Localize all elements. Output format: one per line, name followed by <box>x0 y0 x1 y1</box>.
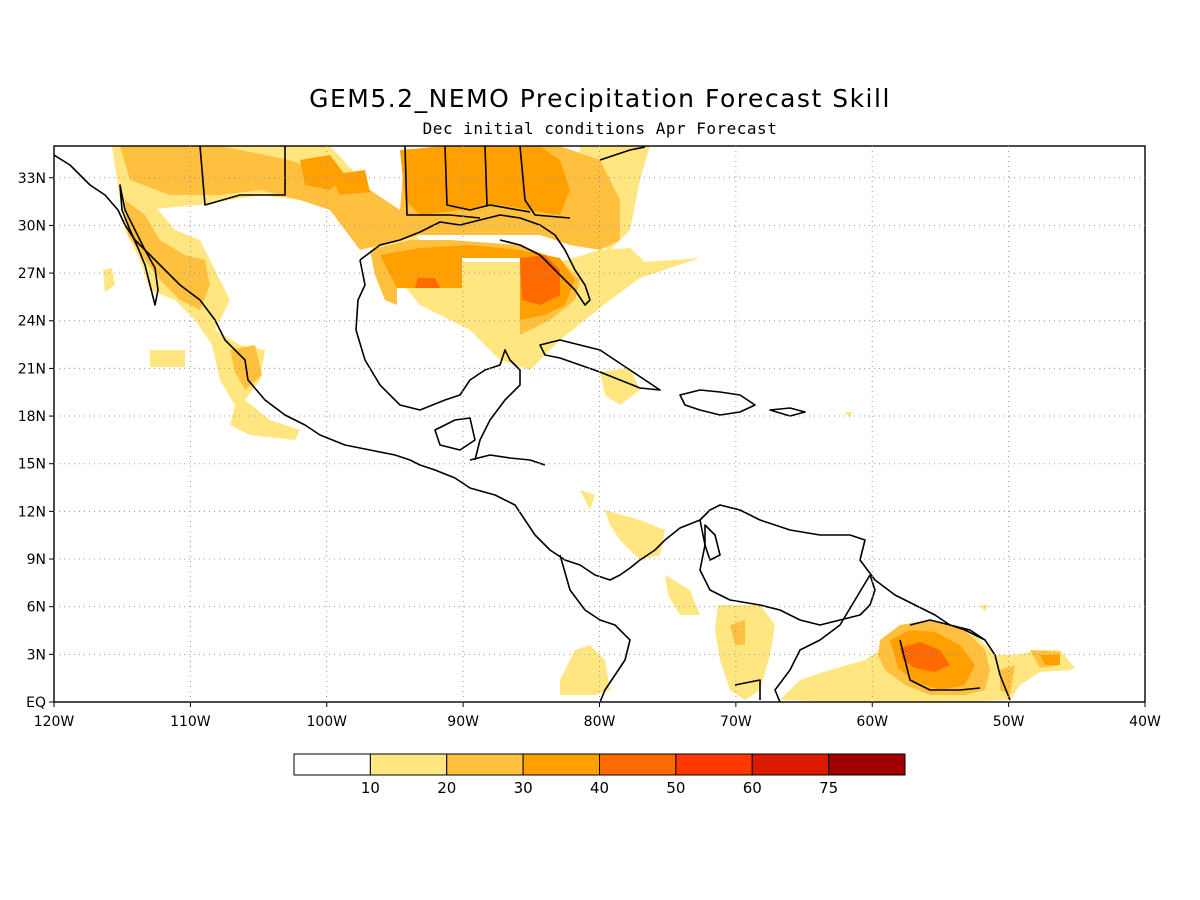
lat-label: 21N <box>18 361 46 377</box>
lon-label: 100W <box>306 714 347 730</box>
colorbar-swatch <box>675 753 753 776</box>
gridlines <box>54 146 1145 702</box>
colorbar-label: 20 <box>437 779 456 797</box>
colorbar-label: 30 <box>514 779 533 797</box>
colorbar-swatch <box>599 753 677 776</box>
lat-label: 3N <box>27 647 46 663</box>
lat-label: EQ <box>26 695 46 711</box>
lat-label: 27N <box>18 266 46 282</box>
colorbar-swatch <box>446 753 524 776</box>
lat-label: 9N <box>27 552 46 568</box>
latitude-labels: 33N 30N 27N 24N 21N 18N 15N 12N 9N 6N 3N EQ <box>18 171 54 711</box>
lat-label: 15N <box>18 457 46 473</box>
lon-label: 70W <box>720 714 752 730</box>
lon-label: 50W <box>993 714 1025 730</box>
lon-label: 120W <box>34 714 75 730</box>
map-subtitle: Dec initial conditions Apr Forecast <box>422 119 778 138</box>
colorbar-label: 10 <box>361 779 380 797</box>
lat-label: 30N <box>18 218 46 234</box>
colorbar-swatch <box>369 753 448 776</box>
lon-label: 40W <box>1129 714 1161 730</box>
coastlines <box>54 146 1011 702</box>
lon-label: 110W <box>170 714 211 730</box>
skill-level-40-50 <box>415 255 950 672</box>
colorbar-swatch <box>751 753 830 776</box>
colorbar-label: 40 <box>590 779 609 797</box>
map-title: GEM5.2_NEMO Precipitation Forecast Skill <box>309 84 891 113</box>
colorbar-label: 60 <box>743 779 762 797</box>
lon-label: 80W <box>584 714 616 730</box>
lon-label: 60W <box>856 714 888 730</box>
lon-label: 90W <box>447 714 479 730</box>
colorbar-swatch <box>522 753 600 776</box>
colorbar-swatch <box>828 753 906 776</box>
lat-label: 12N <box>18 504 46 520</box>
lat-label: 18N <box>18 409 46 425</box>
colorbar: 10 20 30 40 50 60 75 <box>293 753 906 797</box>
lat-label: 24N <box>18 314 46 330</box>
skill-shading <box>103 146 1075 702</box>
colorbar-label: 50 <box>666 779 685 797</box>
lat-label: 33N <box>18 171 46 187</box>
lat-label: 6N <box>27 600 46 616</box>
colorbar-swatch <box>293 753 371 776</box>
longitude-labels: 120W 110W 100W 90W 80W 70W 60W 50W 40W <box>34 702 1161 730</box>
colorbar-label: 75 <box>819 779 838 797</box>
